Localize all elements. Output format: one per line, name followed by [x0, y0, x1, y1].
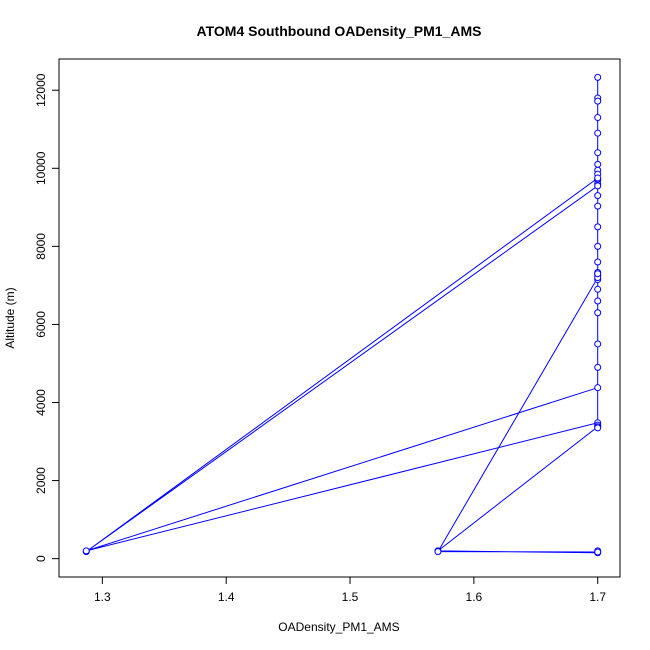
data-point: [82, 547, 90, 555]
chart-title: ATOM4 Southbound OADensity_PM1_AMS: [197, 23, 482, 39]
data-point: [594, 114, 602, 122]
x-tick-label: 1.3: [94, 590, 111, 604]
data-point: [594, 242, 602, 250]
data-point: [594, 129, 602, 137]
data-point: [594, 174, 602, 182]
data-point: [594, 384, 602, 392]
x-axis-label: OADensity_PM1_AMS: [278, 620, 399, 634]
plot-area: [58, 58, 621, 578]
series-line: [85, 77, 599, 554]
y-tick-label: 8000: [34, 233, 48, 260]
data-point: [594, 182, 602, 190]
data-point: [594, 363, 602, 371]
x-tick-label: 1.4: [218, 590, 235, 604]
y-tick-label: 6000: [34, 311, 48, 338]
series-layer: [82, 73, 602, 557]
y-tick-label: 10000: [34, 151, 48, 185]
y-tick-label: 4000: [34, 389, 48, 416]
data-point: [594, 340, 602, 348]
data-point: [594, 297, 602, 305]
y-tick-label: 2000: [34, 467, 48, 494]
x-tick-label: 1.5: [342, 590, 359, 604]
data-point: [594, 548, 602, 556]
data-point: [434, 548, 442, 556]
data-point: [594, 424, 602, 432]
x-tick-label: 1.7: [589, 590, 606, 604]
data-point: [594, 73, 602, 81]
data-point: [594, 202, 602, 210]
data-point: [594, 285, 602, 293]
y-axis-label: Altitude (m): [3, 287, 17, 348]
data-point: [594, 192, 602, 200]
y-tick-label: 0: [34, 555, 48, 562]
y-tick-label: 12000: [34, 73, 48, 107]
data-point: [594, 309, 602, 317]
x-tick-label: 1.6: [466, 590, 483, 604]
x-axis: 1.3 1.4 1.5 1.6 1.7: [94, 576, 606, 604]
data-point: [594, 160, 602, 168]
y-axis: 0 2000 4000 6000 8000 10000 12000: [34, 73, 60, 562]
data-point: [594, 223, 602, 231]
data-point: [594, 258, 602, 266]
data-point: [594, 149, 602, 157]
data-point: [594, 270, 602, 278]
data-point: [594, 97, 602, 105]
